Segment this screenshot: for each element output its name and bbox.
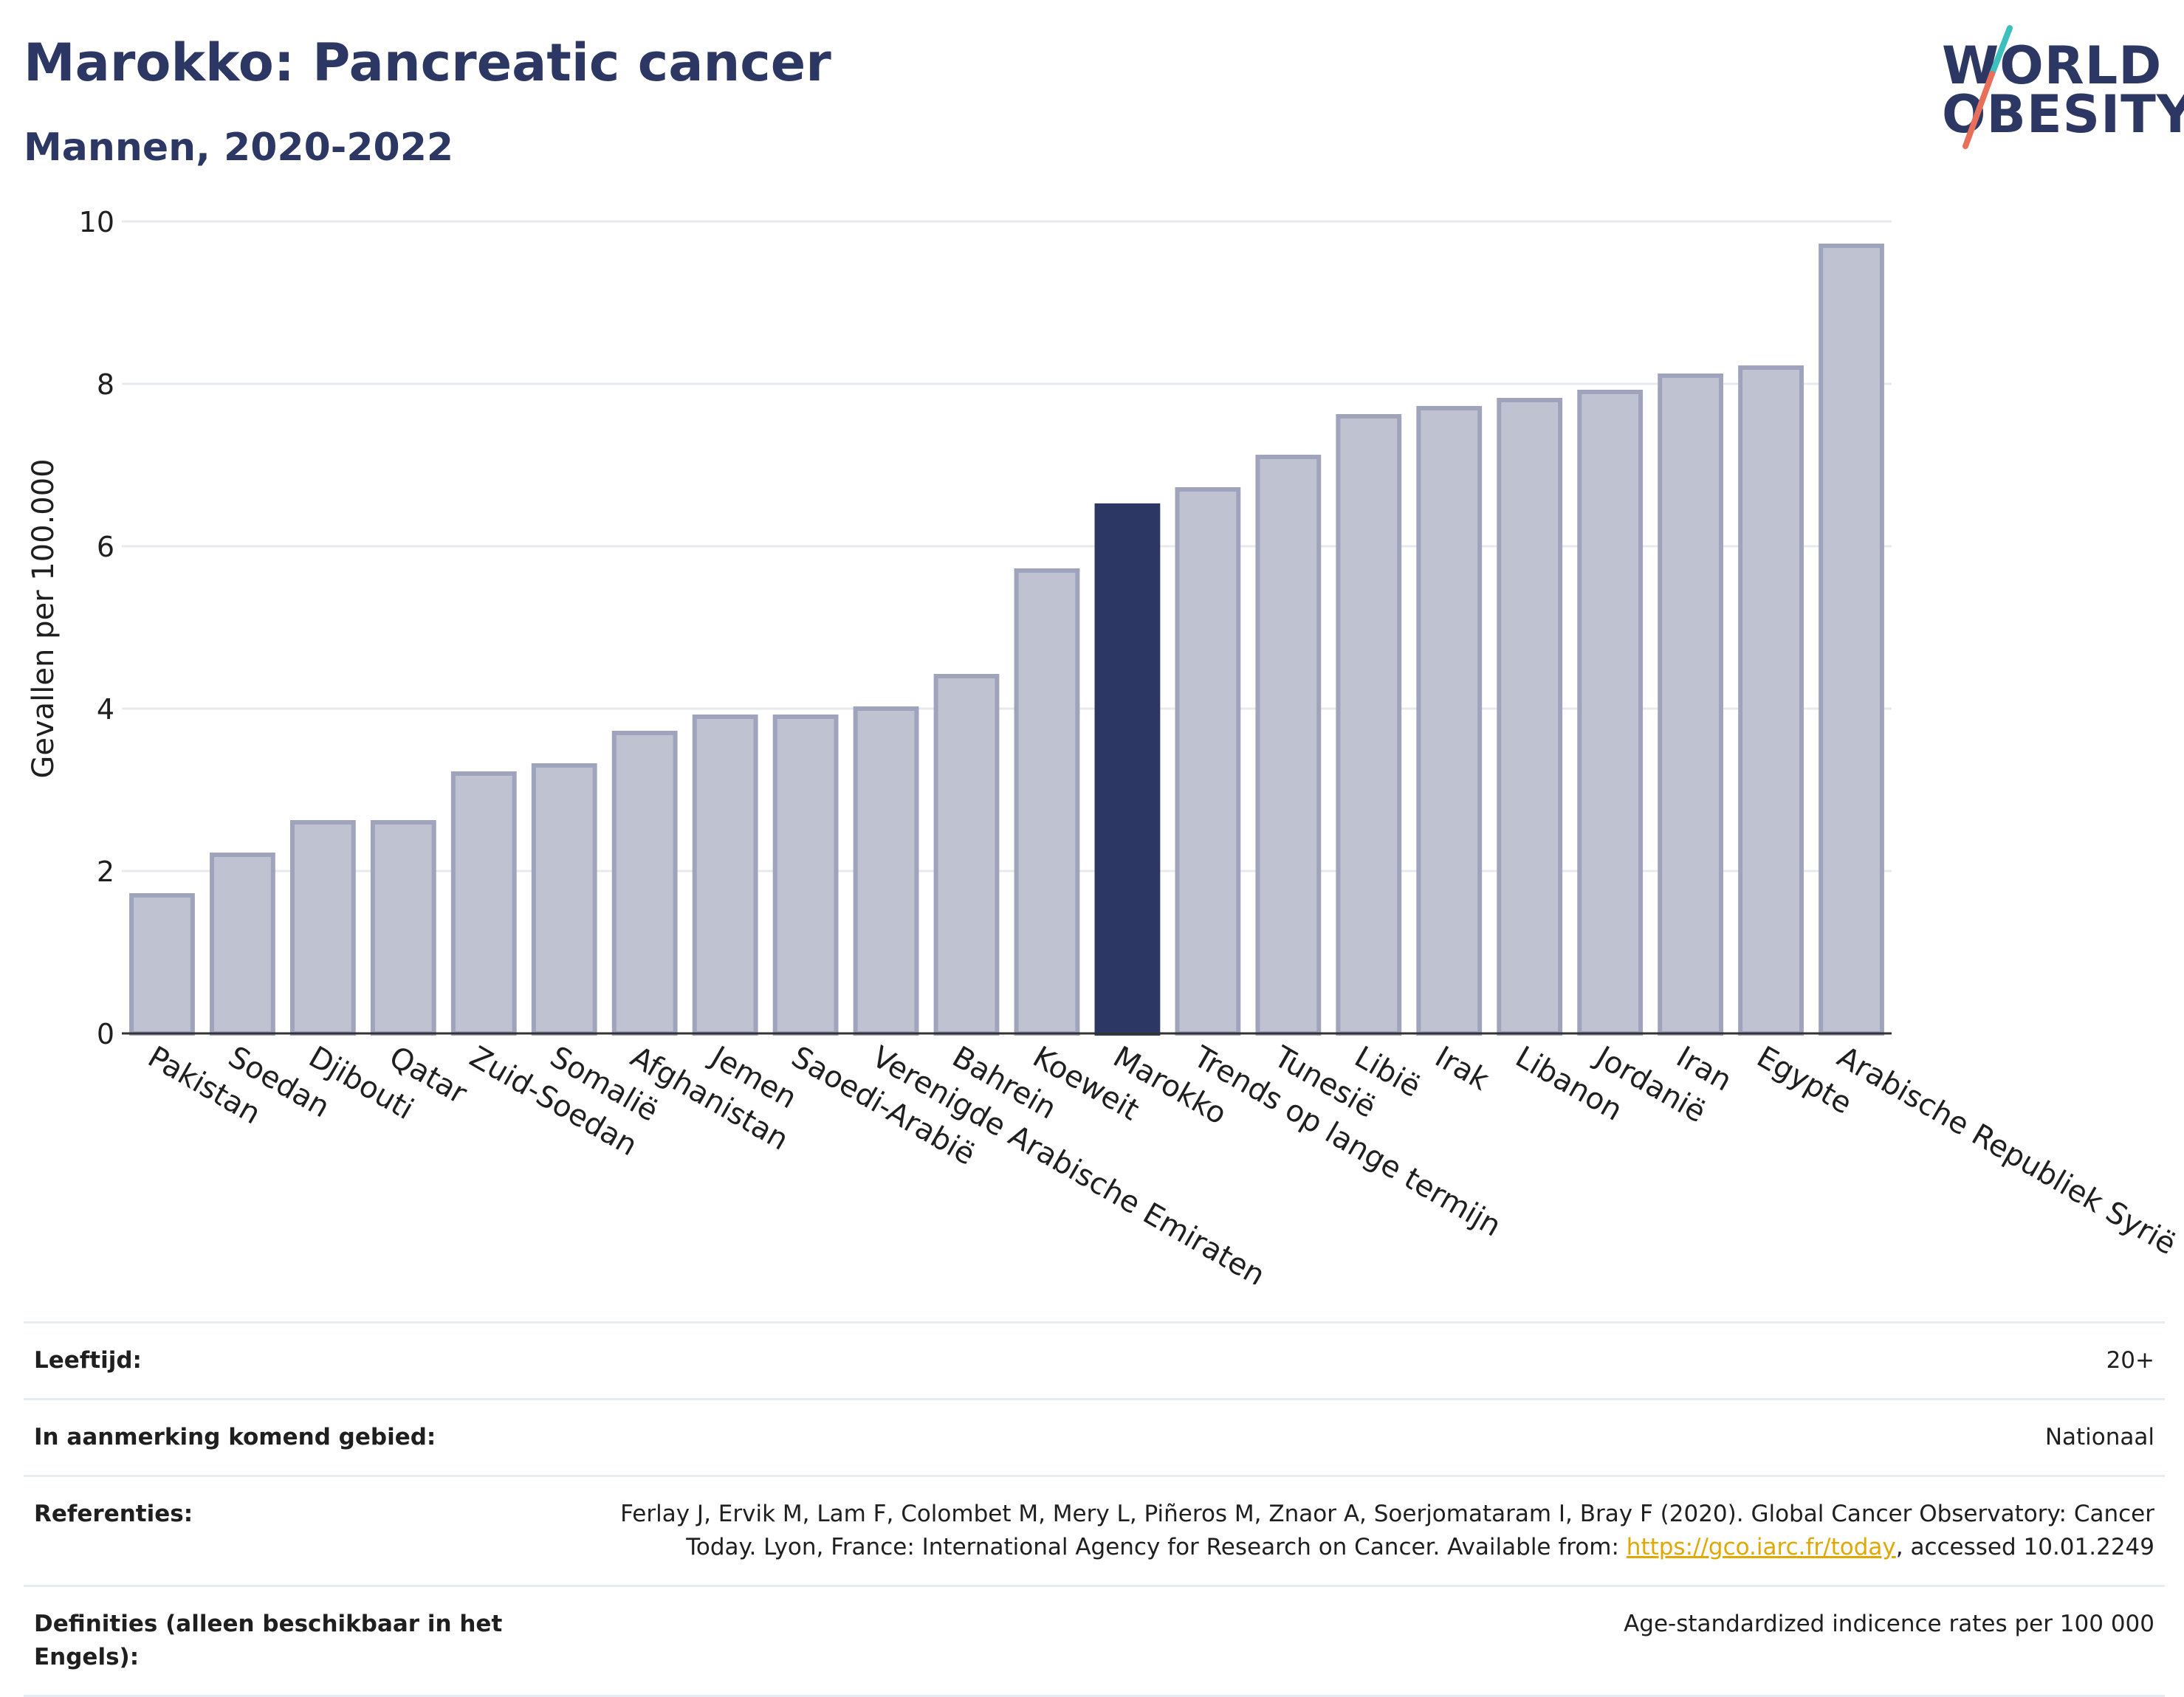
logo-slash-icon [1962,25,2013,149]
bar [210,853,275,1036]
x-tick-label: Arabische Republiek Syrië [1832,1040,2182,1261]
area-label: In aanmerking komend gebied: [34,1423,436,1450]
y-axis-label: Gevallen per 100.000 [27,458,61,778]
y-tick-labels: 0 2 4 6 8 10 [79,206,114,1050]
world-obesity-logo: WORLD OBESITY [1920,22,2184,155]
definitions-value: Age-standardized indicence rates per 100… [1624,1610,2154,1637]
y-tick-label: 10 [79,206,114,238]
bar [129,893,195,1036]
bar-series [129,244,1884,1036]
y-tick-label: 2 [97,856,114,888]
y-tick-label: 0 [97,1018,114,1050]
info-row-age: Leeftijd: 20+ [24,1321,2165,1398]
y-tick-label: 6 [97,531,114,563]
age-label: Leeftijd: [34,1347,142,1374]
area-value: Nationaal [2044,1423,2154,1450]
references-text: Ferlay J, Ervik M, Lam F, Colombet M, Me… [620,1500,2154,1560]
references-accessed: , accessed 10.01.2249 [1895,1533,2154,1560]
bar-chart: 0 2 4 6 8 10 PakistanSoedanDjiboutiQatarZuid-… [27,206,2182,1284]
bar [1577,390,1644,1036]
info-table: Leeftijd: 20+ In aanmerking komend gebie… [24,1321,2165,1697]
references-value: Ferlay J, Ervik M, Lam F, Colombet M, Me… [574,1498,2154,1564]
chart-subtitle: Mannen, 2020-2022 [24,125,454,170]
bar [933,674,1000,1036]
references-label: Referenties: [34,1500,193,1527]
references-link[interactable]: https://gco.iarc.fr/today [1626,1533,1896,1560]
x-tick-label: Irak [1429,1040,1495,1098]
info-row-definitions: Definities (alleen beschikbaar in het En… [24,1584,2165,1697]
y-tick-label: 4 [97,693,114,726]
bar [772,715,839,1036]
bar [1014,568,1080,1036]
bar [289,820,356,1036]
info-row-references: Referenties: Ferlay J, Ervik M, Lam F, C… [24,1474,2165,1585]
bar [1416,406,1483,1036]
chart-title: Marokko: Pancreatic cancer [24,32,831,93]
bar [1738,365,1804,1036]
bar [450,771,517,1036]
bar [1175,487,1241,1036]
age-value: 20+ [2106,1347,2154,1374]
bar [1658,374,1724,1036]
info-row-area: In aanmerking komend gebied: Nationaal [24,1397,2165,1475]
x-tick-labels: PakistanSoedanDjiboutiQatarZuid-SoedanSo… [142,1039,2181,1284]
logo-line-1: WORLD [1942,35,2163,96]
bar [853,706,919,1036]
definitions-label: Definities (alleen beschikbaar in het En… [34,1610,503,1670]
bar [611,731,678,1036]
bar [692,715,758,1036]
bar [1819,244,1884,1036]
bar [1255,455,1322,1036]
bar [370,820,436,1036]
bar [531,763,597,1036]
bar-highlighted [1094,503,1161,1036]
bar [1497,398,1563,1036]
bar [1336,414,1402,1036]
y-tick-label: 8 [97,368,114,401]
